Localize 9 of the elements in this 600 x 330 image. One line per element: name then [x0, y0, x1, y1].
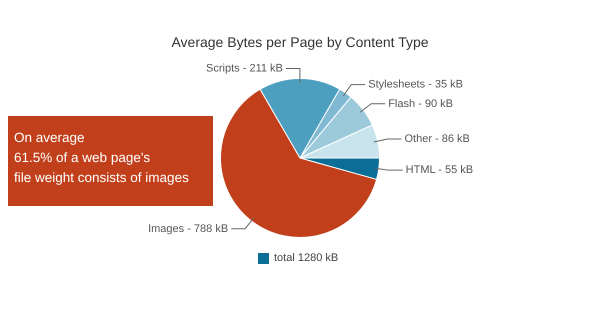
slice-label: Scripts - 211 kB — [206, 62, 283, 75]
text: total 1280 kB — [274, 252, 338, 264]
slice-label: Stylesheets - 35 kB — [368, 78, 464, 91]
chart-title: Average Bytes per Page by Content Type — [170, 34, 430, 50]
slice-label: HTML - 55 kB — [406, 164, 474, 176]
slice-label: Images - 788 kB — [148, 222, 228, 235]
slice-label: Flash - 90 kB — [388, 98, 454, 110]
text: On average 61.5% of a web page's file weight consists of images — [8, 116, 213, 206]
slice-label: Other - 86 kB — [404, 133, 470, 146]
